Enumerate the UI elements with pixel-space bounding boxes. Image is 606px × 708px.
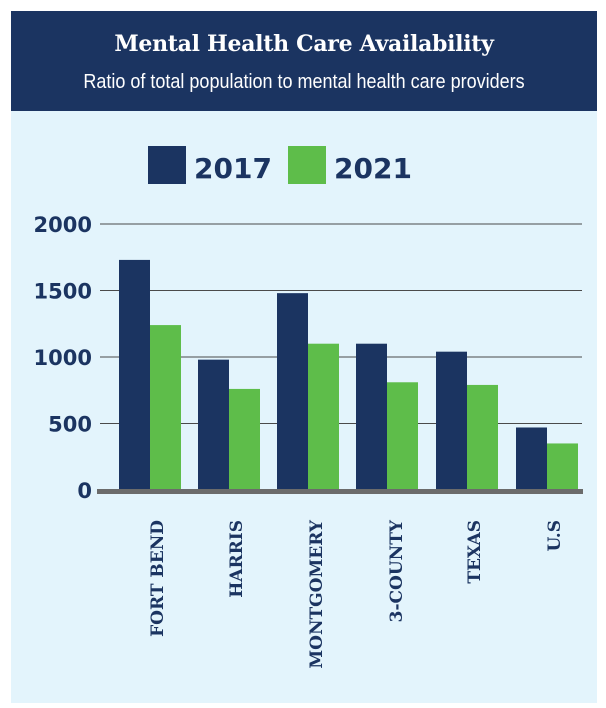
- bar-2021-u-s: [547, 443, 578, 490]
- bar-2017-texas: [436, 351, 467, 490]
- bar-2021-harris: [229, 388, 260, 490]
- bar-2017-harris: [198, 359, 229, 490]
- bar-2021-3-county: [387, 382, 418, 490]
- x-category-label: HARRIS: [227, 520, 247, 598]
- y-tick-label: 0: [77, 479, 92, 503]
- x-category-label: TEXAS: [465, 520, 485, 584]
- legend-swatch-2017: [148, 146, 186, 184]
- chart-title: Mental Health Care Availability: [114, 31, 494, 57]
- bar-2021-fort-bend: [150, 325, 181, 490]
- legend-swatch-2021: [288, 146, 326, 184]
- bar-2017-3-county: [356, 343, 387, 490]
- x-category-label: 3-COUNTY: [387, 519, 407, 622]
- chart-header: Mental Health Care Availability Ratio of…: [11, 11, 597, 111]
- bar-2017-u-s: [516, 427, 547, 490]
- y-tick-label: 2000: [34, 213, 92, 237]
- y-tick-label: 500: [48, 413, 92, 437]
- x-category-label: FORT BEND: [148, 520, 168, 637]
- y-tick-label: 1500: [34, 280, 92, 304]
- y-tick-label: 1000: [34, 346, 92, 370]
- bar-2017-montgomery: [277, 293, 308, 490]
- legend-label-2021: 2021: [334, 152, 412, 185]
- chart-subtitle: Ratio of total population to mental heal…: [83, 71, 525, 93]
- x-axis-baseline: [97, 489, 583, 494]
- x-category-label: MONTGOMERY: [307, 519, 327, 669]
- bar-2017-fort-bend: [119, 259, 150, 490]
- bar-2021-montgomery: [308, 343, 339, 490]
- x-category-label: U.S: [545, 520, 565, 551]
- bar-2021-texas: [467, 384, 498, 490]
- legend-label-2017: 2017: [194, 152, 272, 185]
